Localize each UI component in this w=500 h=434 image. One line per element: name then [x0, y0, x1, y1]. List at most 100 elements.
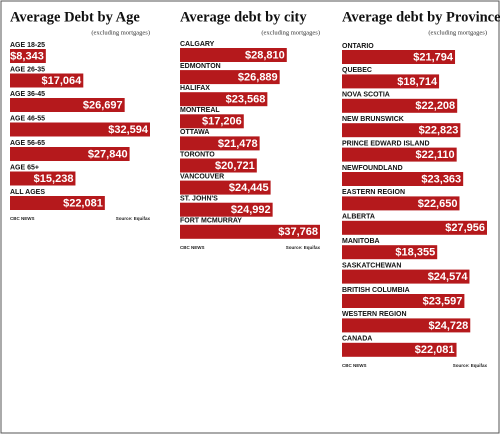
footer-right: Source: Equifax [453, 363, 488, 368]
category-label: TORONTO [180, 151, 215, 158]
category-label: CANADA [342, 336, 372, 343]
bar [10, 171, 76, 186]
category-label: EASTERN REGION [342, 189, 405, 196]
bar [342, 50, 456, 64]
footer-left: CBC NEWS [180, 245, 205, 250]
category-label: AGE 46-55 [10, 115, 45, 122]
value-label: $17,206 [202, 116, 242, 128]
category-label: ALL AGES [10, 189, 45, 196]
bar [342, 269, 470, 284]
value-label: $26,889 [238, 72, 278, 84]
value-label: $22,081 [415, 344, 455, 356]
bar [180, 48, 287, 62]
category-label: MANITOBA [342, 238, 380, 245]
category-label: ONTARIO [342, 43, 374, 50]
category-label: AGE 26-35 [10, 66, 45, 73]
category-label: AGE 56-65 [10, 140, 45, 147]
value-label: $23,597 [423, 295, 463, 307]
category-label: HALIFAX [180, 85, 210, 92]
category-label: FORT MCMURRAY [180, 218, 242, 225]
category-label: ST. JOHN'S [180, 196, 218, 203]
bar [180, 92, 268, 107]
footer-left: CBC NEWS [342, 363, 367, 368]
chart-subtitle: (excluding mortgages) [261, 29, 320, 36]
footer-right: Source: Equifax [116, 216, 151, 221]
value-label: $32,594 [108, 124, 149, 136]
chart-title: Average debt by city [180, 9, 307, 25]
bar [10, 147, 130, 161]
category-label: OTTAWA [180, 129, 209, 136]
bar [10, 196, 105, 210]
chart-subtitle: (excluding mortgages) [91, 29, 150, 36]
bar [342, 220, 487, 235]
footer-left: CBC NEWS [10, 216, 35, 221]
bar [180, 136, 260, 151]
category-label: AGE 36-45 [10, 91, 45, 98]
bar [10, 49, 46, 63]
bar [10, 122, 150, 137]
value-label: $27,840 [88, 148, 128, 160]
value-label: $37,768 [278, 226, 318, 238]
category-label: NEW BRUNSWICK [342, 116, 404, 123]
category-label: ALBERTA [342, 214, 375, 221]
value-label: $23,568 [226, 94, 266, 106]
value-label: $18,714 [397, 76, 438, 88]
bar [342, 98, 458, 113]
value-label: $23,363 [421, 173, 461, 185]
value-label: $21,478 [218, 138, 258, 150]
value-label: $8,343 [10, 50, 44, 62]
category-label: AGE 65+ [10, 164, 39, 171]
value-label: $24,728 [428, 320, 468, 332]
bar [342, 74, 440, 89]
value-label: $26,697 [83, 99, 123, 111]
bar [342, 245, 438, 260]
category-label: BRITISH COLUMBIA [342, 287, 410, 294]
chart-title: Average debt by Province [342, 9, 500, 25]
category-label: QUEBEC [342, 67, 372, 74]
category-label: AGE 18-25 [10, 42, 45, 49]
value-label: $22,081 [63, 197, 103, 209]
category-label: NEWFOUNDLAND [342, 165, 403, 172]
bar [180, 114, 244, 129]
category-label: VANCOUVER [180, 173, 224, 180]
bar [342, 123, 461, 138]
chart-subtitle: (excluding mortgages) [428, 29, 487, 36]
bar [180, 202, 273, 217]
value-label: $24,445 [229, 182, 269, 194]
bar [180, 224, 320, 239]
value-label: $15,238 [34, 173, 74, 185]
value-label: $22,110 [416, 149, 455, 161]
value-label: $24,574 [428, 271, 469, 283]
category-label: SASKATCHEWAN [342, 262, 401, 269]
bar [180, 180, 271, 195]
bar [180, 70, 280, 85]
bar [342, 147, 457, 162]
category-label: PRINCE EDWARD ISLAND [342, 140, 430, 147]
bar [342, 196, 460, 211]
category-label: WESTERN REGION [342, 311, 407, 318]
footer-right: Source: Equifax [286, 245, 321, 250]
value-label: $27,956 [445, 222, 485, 234]
value-label: $21,794 [413, 51, 454, 63]
value-label: $22,650 [418, 198, 458, 210]
value-label: $18,355 [395, 247, 435, 259]
category-label: NOVA SCOTIA [342, 92, 390, 99]
bar [180, 158, 257, 173]
category-label: MONTREAL [180, 107, 220, 114]
category-label: CALGARY [180, 41, 215, 48]
bar [10, 73, 84, 88]
value-label: $17,064 [42, 75, 83, 87]
chart-title: Average Debt by Age [10, 9, 140, 25]
value-label: $22,208 [415, 100, 455, 112]
value-label: $28,810 [245, 49, 285, 61]
bar [342, 294, 465, 308]
value-label: $22,823 [419, 125, 459, 137]
value-label: $20,721 [215, 160, 255, 172]
value-label: $24,992 [231, 204, 271, 216]
bar [342, 342, 457, 357]
bar [10, 98, 125, 112]
bar [342, 172, 464, 186]
bar [342, 318, 471, 333]
